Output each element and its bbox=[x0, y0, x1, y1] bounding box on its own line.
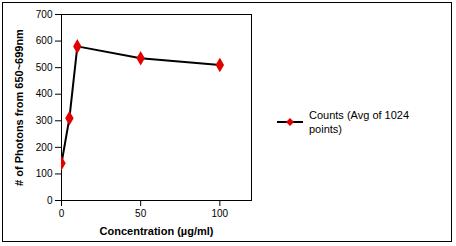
svg-text:Concentration (µg/ml): Concentration (µg/ml) bbox=[100, 225, 214, 237]
svg-text:50: 50 bbox=[135, 208, 147, 219]
svg-text:700: 700 bbox=[36, 9, 53, 20]
svg-text:# of Photons from 650~699nm: # of Photons from 650~699nm bbox=[13, 29, 25, 186]
html-text:Counts (Avg of 1024 points): Counts (Avg of 1024 points) bbox=[309, 109, 410, 135]
svg-text:0: 0 bbox=[59, 208, 65, 219]
svg-text:200: 200 bbox=[36, 142, 53, 153]
svg-text:500: 500 bbox=[36, 62, 53, 73]
svg-text:600: 600 bbox=[36, 35, 53, 46]
svg-text:100: 100 bbox=[211, 208, 228, 219]
svg-text:0: 0 bbox=[47, 195, 53, 206]
svg-text:100: 100 bbox=[36, 168, 53, 179]
svg-text:400: 400 bbox=[36, 88, 53, 99]
svg-text:300: 300 bbox=[36, 115, 53, 126]
